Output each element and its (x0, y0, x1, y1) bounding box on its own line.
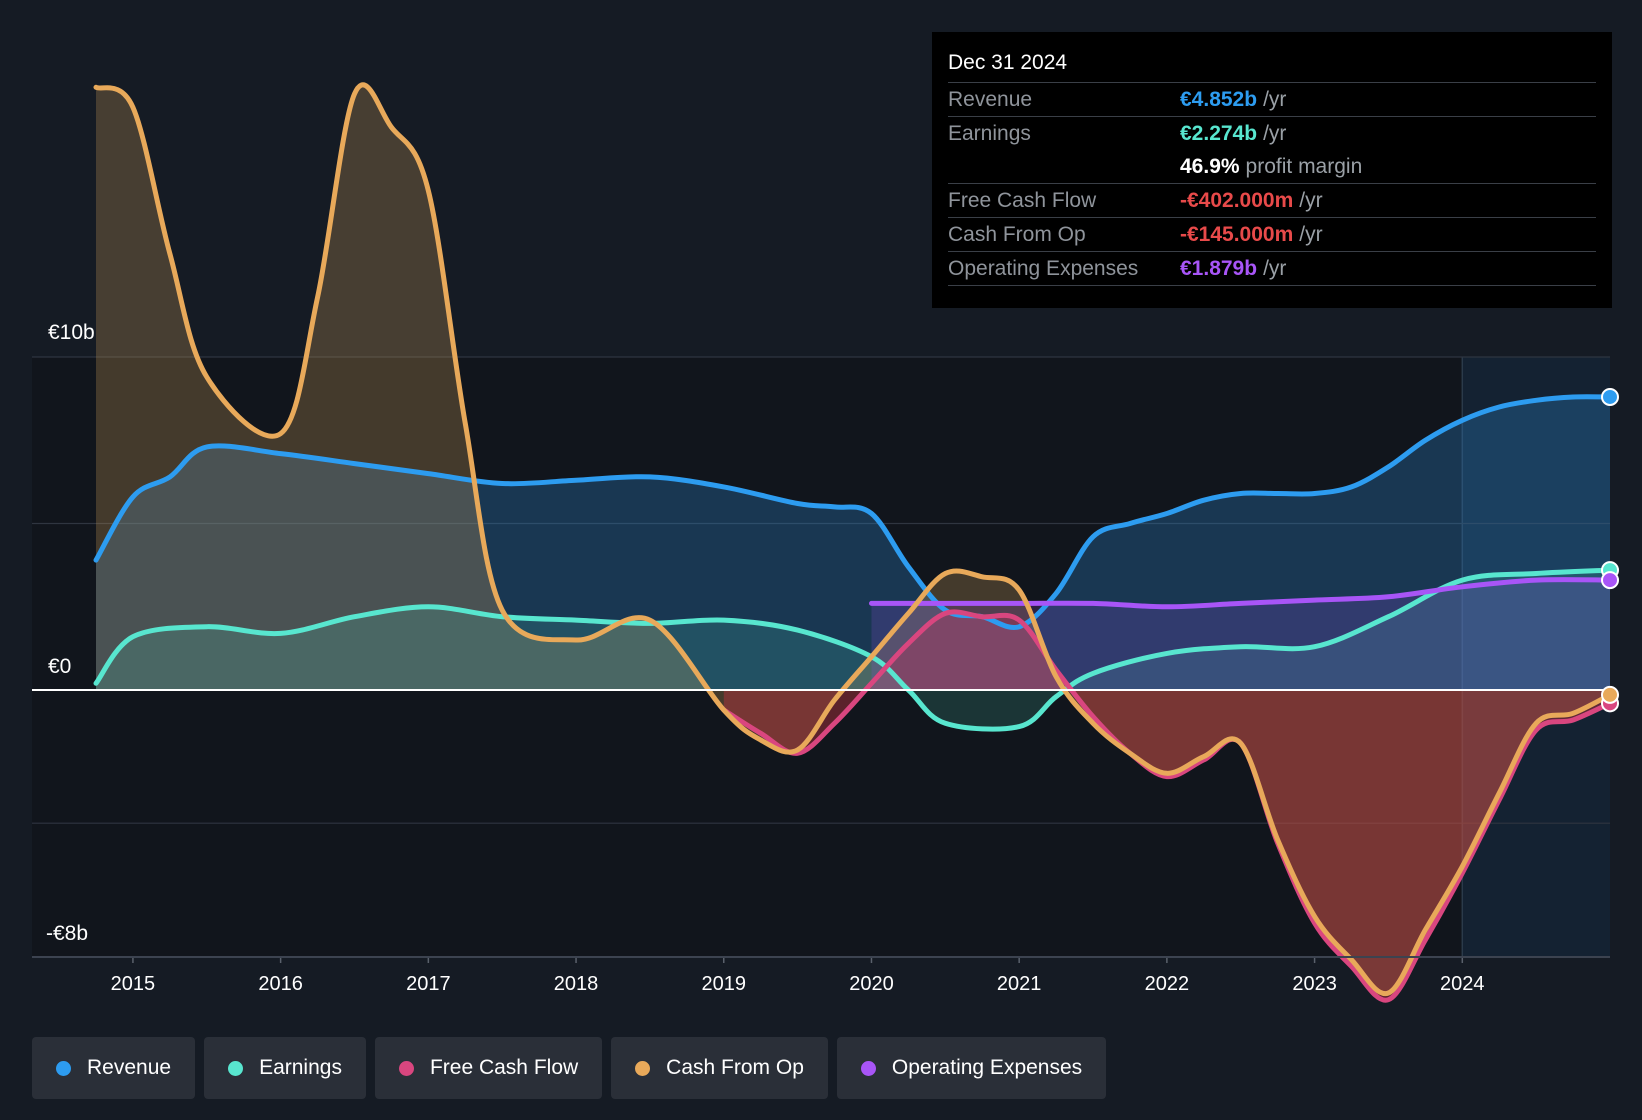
legend-dot-icon (398, 1060, 414, 1076)
x-tick-label: 2018 (554, 973, 599, 995)
y-axis-label-bottom: -€8b (46, 922, 88, 945)
end-marker-revenue (1601, 387, 1619, 406)
series-lines (93, 82, 1613, 1003)
tooltip-label: Revenue (948, 87, 1033, 111)
line-operating-expenses (869, 577, 1613, 610)
legend-item-free-cash-flow[interactable]: Free Cash Flow (374, 1037, 603, 1099)
tooltip-row-operating-expenses: Operating Expenses €1.879b /yr (948, 251, 1596, 286)
legend-dot-icon (228, 1060, 244, 1076)
tooltip-value: -€402.000m (1180, 188, 1294, 212)
x-tick-label: 2022 (1145, 973, 1190, 995)
end-marker-cash-from-op (1601, 685, 1619, 704)
legend-item-operating-expenses[interactable]: Operating Expenses (836, 1037, 1107, 1099)
tooltip-value: -€145.000m (1180, 222, 1294, 246)
legend-dot-icon (635, 1060, 651, 1076)
legend-dot-icon (860, 1060, 876, 1076)
legend-label: Free Cash Flow (429, 1056, 579, 1079)
legend-item-cash-from-op[interactable]: Cash From Op (611, 1037, 828, 1099)
x-axis-ticks: 2015 2016 2017 2018 2019 2020 2021 2022 2023 2024 (111, 957, 1485, 995)
tooltip-unit: profit margin (1245, 154, 1363, 178)
x-tick-label: 2019 (702, 973, 747, 995)
y-axis-label-zero: €0 (48, 655, 71, 678)
tooltip-row-profit-margin: 46.9% profit margin (948, 150, 1596, 183)
tooltip-row-cash-from-op: Cash From Op -€145.000m /yr (948, 217, 1596, 251)
legend-label: Revenue (87, 1056, 172, 1079)
area-operating-expenses (871, 579, 1610, 690)
legend-item-revenue[interactable]: Revenue (32, 1037, 196, 1099)
line-earnings (93, 567, 1613, 732)
end-marker-operating-expenses (1601, 571, 1619, 590)
data-tooltip: Dec 31 2024 Revenue €4.852b /yr Earnings… (932, 32, 1612, 308)
area-cash-from-op (96, 84, 1610, 994)
y-axis-label-top: €10b (48, 321, 95, 344)
tooltip-row-earnings: Earnings €2.274b /yr (948, 116, 1596, 150)
gridlines (32, 356, 1610, 824)
tooltip-row-free-cash-flow: Free Cash Flow -€402.000m /yr (948, 183, 1596, 217)
forecast-region (1462, 357, 1610, 957)
tooltip-label: Cash From Op (948, 222, 1086, 246)
legend-label: Cash From Op (666, 1056, 804, 1079)
chart-legend: Revenue Earnings Free Cash Flow Cash Fro… (32, 1037, 1107, 1099)
legend-label: Operating Expenses (891, 1056, 1083, 1079)
tooltip-row-revenue: Revenue €4.852b /yr (948, 82, 1596, 116)
tooltip-date: Dec 31 2024 (948, 51, 1068, 74)
tooltip-unit: /yr (1299, 222, 1323, 246)
tooltip-label: Operating Expenses (948, 256, 1139, 280)
tooltip-unit: /yr (1263, 121, 1287, 145)
tooltip-unit: /yr (1299, 188, 1323, 212)
tooltip-value: 46.9% (1180, 154, 1240, 178)
area-free-cash-flow (723, 611, 1610, 1001)
x-tick-label: 2020 (849, 973, 894, 995)
x-tick-label: 2024 (1440, 973, 1485, 995)
x-tick-label: 2021 (997, 973, 1042, 995)
x-tick-label: 2023 (1292, 973, 1337, 995)
legend-dot-icon (56, 1060, 71, 1076)
tooltip-value: €4.852b (1180, 87, 1258, 111)
legend-item-earnings[interactable]: Earnings (204, 1037, 366, 1099)
legend-label: Earnings (259, 1056, 342, 1079)
x-tick-label: 2015 (111, 973, 156, 995)
tooltip-label: Free Cash Flow (948, 188, 1097, 212)
tooltip-value: €1.879b (1180, 256, 1258, 280)
series-end-markers (1601, 387, 1619, 713)
x-tick-label: 2017 (406, 973, 451, 995)
tooltip-label: Earnings (948, 121, 1031, 145)
line-cash-from-op (93, 82, 1613, 997)
area-revenue (96, 396, 1610, 690)
tooltip-unit: /yr (1263, 87, 1287, 111)
tooltip-unit: /yr (1263, 256, 1287, 280)
x-tick-label: 2016 (258, 973, 303, 995)
tooltip-value: €2.274b (1180, 121, 1258, 145)
line-free-cash-flow (721, 609, 1613, 1003)
